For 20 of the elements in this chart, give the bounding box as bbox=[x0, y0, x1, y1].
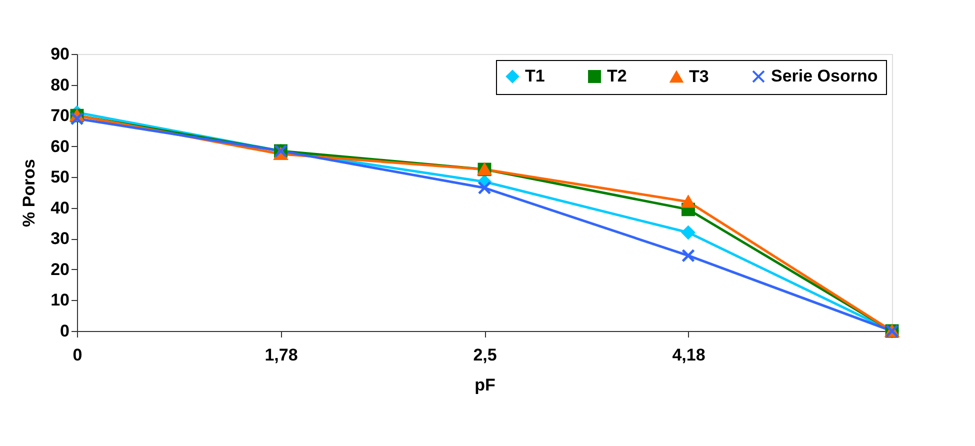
y-tick-label: 10 bbox=[50, 290, 70, 310]
x-axis-title: pF bbox=[474, 376, 496, 394]
y-tick-label: 90 bbox=[50, 44, 70, 64]
y-axis-title: % Poros bbox=[20, 158, 39, 228]
x-tick-label: 1,78 bbox=[264, 346, 298, 364]
legend-label: T3 bbox=[689, 66, 709, 86]
x-tick-label: 0 bbox=[72, 346, 82, 364]
legend-label: Serie Osorno bbox=[771, 66, 878, 86]
y-tick-label: 40 bbox=[50, 198, 70, 218]
y-tick-label: 60 bbox=[50, 136, 70, 156]
y-tick-label: 50 bbox=[50, 168, 70, 187]
x-tick-label: 4,18 bbox=[672, 346, 706, 364]
y-tick-label: 30 bbox=[50, 229, 70, 248]
y-tick-label: 70 bbox=[50, 106, 70, 126]
legend-label: T1 bbox=[525, 66, 545, 86]
legend-label: T2 bbox=[607, 66, 627, 86]
y-tick-label: 0 bbox=[60, 322, 70, 340]
x-tick-label: 2,5 bbox=[473, 346, 497, 364]
y-tick-label: 80 bbox=[50, 75, 70, 94]
y-tick-label: 20 bbox=[50, 260, 70, 279]
